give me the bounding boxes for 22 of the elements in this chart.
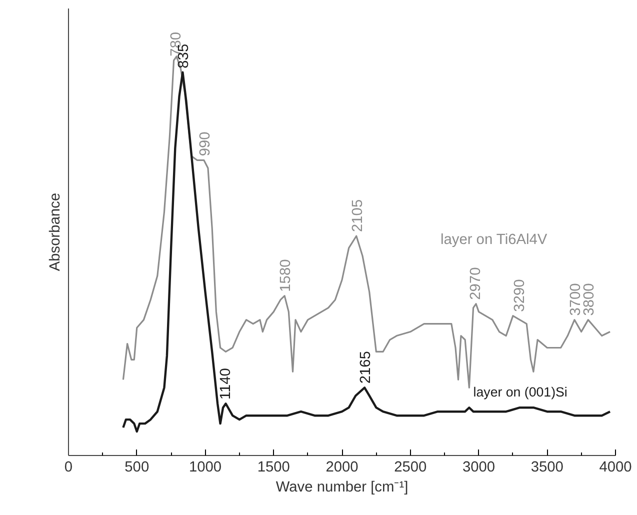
x-tick-label: 3500 <box>530 460 564 476</box>
x-tick-label: 2000 <box>326 460 358 476</box>
y-axis-title: Absorbance <box>48 192 64 272</box>
x-tick-label: 2500 <box>394 460 427 476</box>
x-tick-label: 500 <box>124 460 150 476</box>
annotation: 3290 <box>512 279 528 312</box>
annotation: 2105 <box>350 199 366 232</box>
x-tick-label: 3000 <box>462 460 496 476</box>
annotation: 990 <box>197 132 214 156</box>
text: layer on Ti6Al4V <box>440 232 548 248</box>
x-axis-title: Wave number [cm⁻¹] <box>276 480 408 496</box>
annotation: 3800 <box>582 283 598 316</box>
x-tick-label: 1500 <box>257 460 290 476</box>
annotation: 3700 <box>568 283 584 316</box>
x-tick-label: 1000 <box>188 460 222 476</box>
annotation: 1140 <box>218 368 234 400</box>
annotation: 1580 <box>278 259 294 292</box>
annotation: 2165 <box>358 351 374 384</box>
x-tick-label: 0 <box>64 460 73 476</box>
annotation: 2970 <box>468 267 484 300</box>
series-label: layer on (001)Si <box>473 384 568 400</box>
x-tick-label: 4000 <box>599 460 632 476</box>
